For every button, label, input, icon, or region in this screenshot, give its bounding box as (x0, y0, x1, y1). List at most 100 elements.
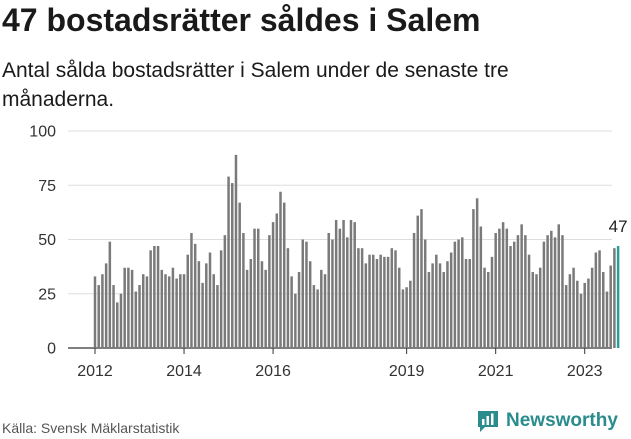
bar (208, 252, 212, 348)
bar (379, 254, 382, 348)
brand-logo: Newsworthy (476, 409, 618, 433)
bar (538, 267, 542, 348)
bar (301, 239, 305, 348)
bar (201, 282, 204, 348)
bar (464, 259, 468, 348)
bar (104, 263, 108, 348)
bar (327, 232, 330, 348)
bar (297, 272, 301, 348)
chart-subtitle: Antal sålda bostadsrätter i Salem under … (2, 59, 509, 111)
bar (253, 228, 256, 348)
y-tick-label: 75 (38, 178, 56, 195)
bar (587, 278, 590, 348)
bar (416, 215, 420, 348)
y-tick-label: 25 (38, 286, 56, 303)
bar (264, 269, 267, 348)
bar (219, 250, 223, 348)
bar (256, 228, 260, 348)
bar (305, 241, 308, 348)
source-note: Källa: Svensk Mäklarstatistik (2, 420, 180, 436)
bar (372, 254, 375, 348)
bar (179, 274, 182, 348)
bar (605, 291, 609, 348)
bar (279, 191, 282, 348)
bar (498, 228, 501, 348)
bar (338, 228, 342, 348)
bar (409, 280, 412, 348)
bar (394, 250, 397, 348)
bar (368, 254, 371, 348)
bar (205, 263, 208, 348)
bar (141, 274, 145, 348)
bar (557, 224, 560, 348)
bar (320, 269, 323, 348)
bar (542, 241, 546, 348)
bar (594, 252, 598, 348)
chart-title: 47 bostadsrätter såldes i Salem (2, 2, 481, 38)
bar (193, 243, 197, 348)
bar (420, 209, 423, 348)
y-tick-label: 0 (47, 341, 56, 358)
bar (579, 293, 583, 348)
bar (164, 274, 167, 348)
bar (423, 239, 427, 348)
bar (234, 154, 238, 348)
bar (383, 256, 386, 348)
bar (435, 254, 438, 348)
bar (535, 274, 538, 348)
bar (531, 272, 535, 348)
bar (268, 235, 271, 348)
bar (512, 241, 516, 348)
bar (227, 176, 230, 348)
bar (156, 246, 160, 348)
bar (197, 261, 201, 348)
bar (275, 213, 279, 348)
bar (134, 291, 138, 348)
bar (490, 256, 494, 348)
bar (564, 285, 568, 348)
bar (286, 248, 290, 348)
bar (449, 252, 453, 348)
bar (271, 222, 275, 348)
x-tick-label: 2012 (77, 363, 113, 380)
bar (561, 235, 564, 348)
bar (494, 232, 497, 348)
bar (527, 254, 531, 348)
bar (572, 267, 575, 348)
bar (524, 235, 527, 348)
bar (242, 232, 245, 348)
x-tick-label: 2016 (255, 363, 291, 380)
y-tick-label: 100 (29, 124, 56, 141)
bar (231, 183, 234, 348)
bar-latest (616, 246, 620, 348)
bar (108, 241, 112, 348)
bar (212, 274, 215, 348)
bar (479, 226, 483, 348)
bar (160, 269, 164, 348)
bar (294, 293, 297, 348)
bar (516, 235, 520, 348)
bar (553, 237, 557, 348)
bar (583, 282, 586, 348)
x-tick-label: 2019 (389, 363, 425, 380)
bar (353, 222, 356, 348)
bar (323, 274, 327, 348)
bar (290, 276, 293, 348)
bar (130, 269, 134, 348)
bar (93, 276, 97, 348)
bar (598, 250, 601, 348)
bar (576, 280, 579, 348)
bar (375, 259, 379, 348)
bar (405, 287, 408, 348)
bar (461, 237, 464, 348)
bar (431, 263, 434, 348)
bar (116, 302, 119, 348)
bar (216, 285, 219, 348)
bar (171, 267, 175, 348)
bar (145, 276, 149, 348)
bar (119, 293, 123, 348)
x-tick-label: 2023 (567, 363, 603, 380)
bar (182, 274, 186, 348)
bar (127, 267, 130, 348)
bar (249, 259, 253, 348)
